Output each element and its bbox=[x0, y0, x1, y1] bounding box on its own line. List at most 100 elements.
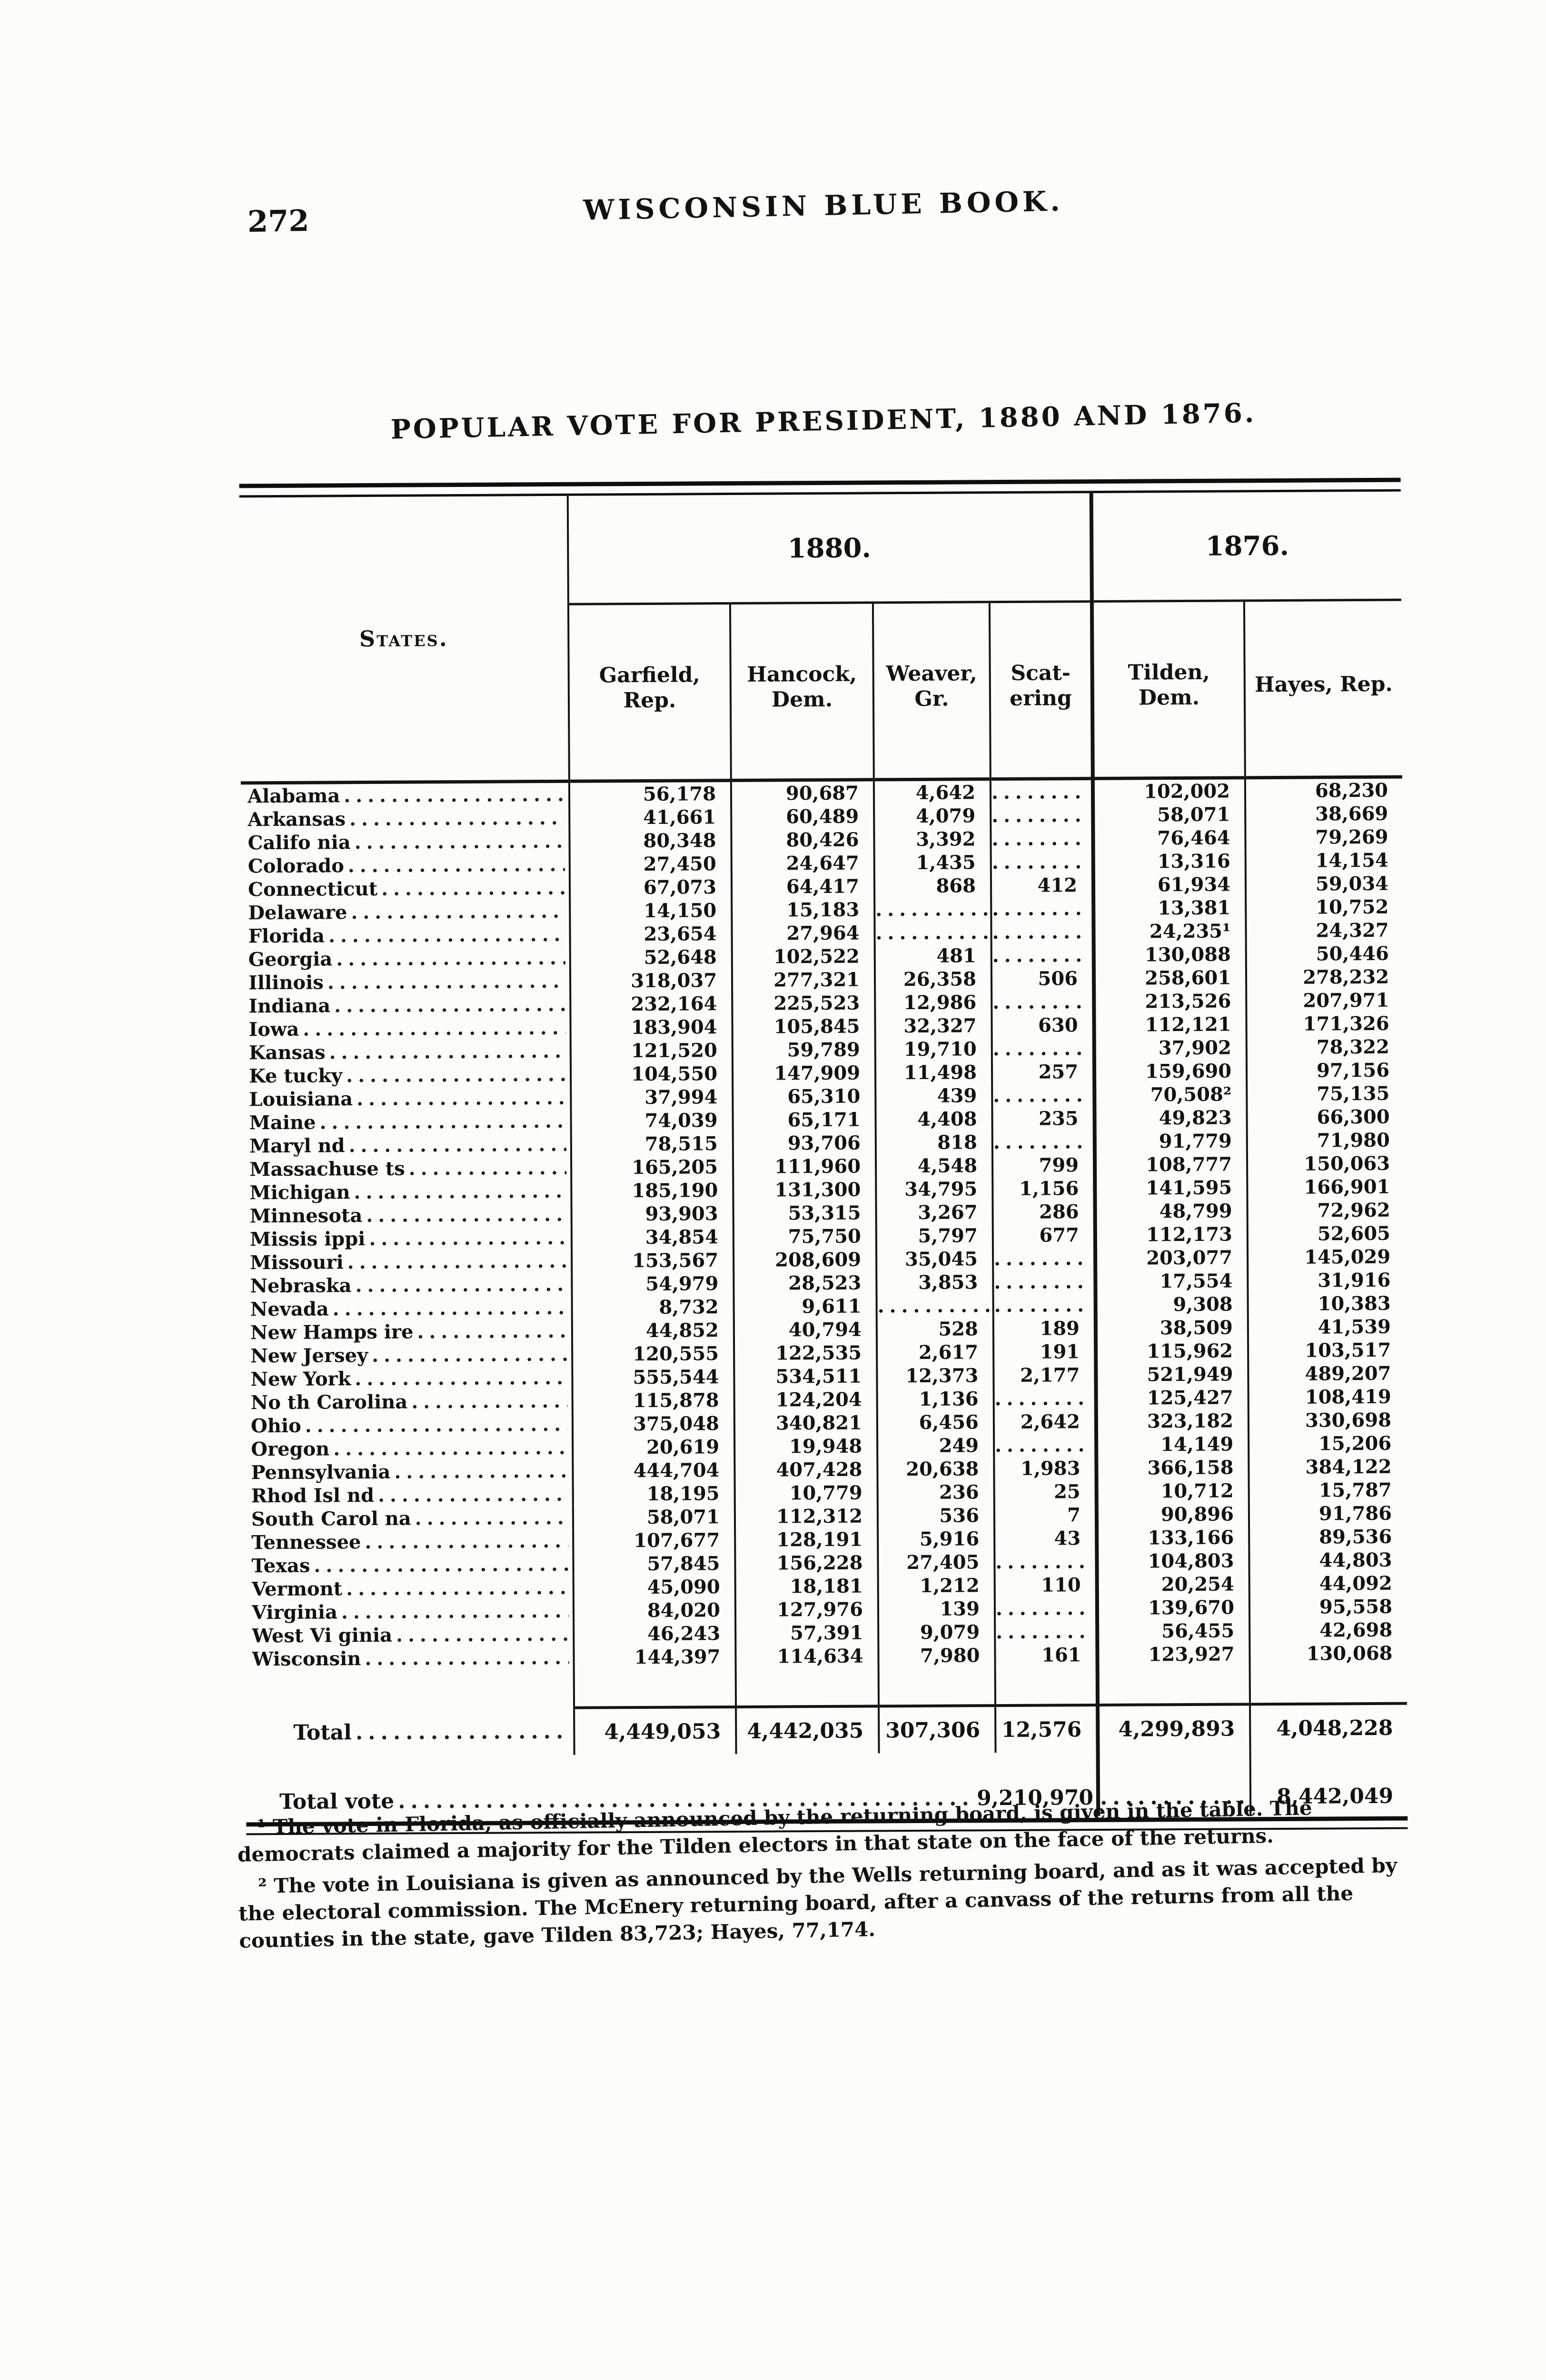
state-label: Maine bbox=[249, 1111, 316, 1134]
tilden-cell: 38,509 bbox=[1095, 1316, 1249, 1340]
tilden-cell: 61,934 bbox=[1093, 873, 1246, 897]
hayes-cell: 489,207 bbox=[1248, 1361, 1406, 1386]
garfield-cell: 54,979 bbox=[572, 1271, 734, 1296]
total-garfield: 4,449,053 bbox=[574, 1706, 736, 1755]
state-label: Florida bbox=[248, 924, 325, 948]
tilden-cell: 49,823 bbox=[1094, 1106, 1247, 1130]
garfield-cell: 84,020 bbox=[573, 1598, 736, 1623]
scattering-cell: ........ bbox=[991, 990, 1094, 1014]
hancock-cell: 112,312 bbox=[734, 1504, 878, 1528]
state-label: Maryl nd bbox=[249, 1134, 345, 1158]
garfield-cell: 8,732 bbox=[572, 1295, 734, 1319]
hayes-cell: 145,029 bbox=[1248, 1245, 1405, 1269]
column-header-scattering: Scat-ering bbox=[989, 601, 1093, 779]
hancock-cell: 534,511 bbox=[734, 1364, 877, 1388]
tilden-cell: 366,158 bbox=[1096, 1456, 1249, 1480]
garfield-cell: 56,178 bbox=[569, 780, 732, 806]
weaver-cell: .......... bbox=[874, 897, 991, 922]
garfield-cell: 57,845 bbox=[573, 1551, 735, 1576]
dot-leader: ........................................… bbox=[334, 992, 566, 1017]
state-cell: Wisconsin ..............................… bbox=[245, 1646, 574, 1671]
weaver-cell: 11,498 bbox=[875, 1061, 992, 1085]
state-cell: New Hamps ire ..........................… bbox=[244, 1319, 572, 1345]
dot-leader: ........................................… bbox=[366, 1202, 567, 1227]
weaver-cell: .......... bbox=[874, 921, 991, 945]
tilden-cell: 141,595 bbox=[1095, 1176, 1248, 1200]
tilden-cell: 10,712 bbox=[1096, 1479, 1249, 1504]
hancock-cell: 65,171 bbox=[733, 1108, 876, 1132]
state-cell: Maine ..................................… bbox=[242, 1110, 571, 1135]
state-cell: Massachuse ts ..........................… bbox=[243, 1156, 571, 1181]
tilden-cell: 104,803 bbox=[1097, 1549, 1249, 1574]
tilden-cell: 102,002 bbox=[1092, 777, 1246, 804]
dot-leader: ........................................… bbox=[377, 1482, 568, 1507]
tilden-cell: 13,381 bbox=[1093, 896, 1246, 921]
state-cell: Colorado ...............................… bbox=[241, 853, 570, 878]
garfield-cell: 318,037 bbox=[570, 969, 733, 993]
scattering-cell: ........ bbox=[994, 1433, 1097, 1458]
dot-leader: ........................................… bbox=[394, 1459, 568, 1483]
state-label: Califo nia bbox=[248, 831, 351, 854]
weaver-cell: .......... bbox=[876, 1294, 993, 1318]
hancock-cell: 102,522 bbox=[732, 944, 875, 969]
dot-leader: ........................................… bbox=[328, 922, 565, 947]
hancock-cell: 15,183 bbox=[732, 898, 875, 922]
hancock-cell: 340,821 bbox=[734, 1411, 878, 1435]
hayes-cell: 41,539 bbox=[1248, 1315, 1406, 1339]
dot-leader: ........................................… bbox=[351, 899, 565, 924]
hayes-cell: 68,230 bbox=[1245, 777, 1403, 803]
hancock-cell: 208,609 bbox=[733, 1248, 877, 1272]
weaver-cell: 439 bbox=[875, 1084, 992, 1108]
scattering-cell: 191 bbox=[993, 1340, 1096, 1364]
tilden-cell: 70,508² bbox=[1094, 1082, 1247, 1107]
state-label: Pennsylvania bbox=[251, 1460, 391, 1484]
dot-leader: ........................................… bbox=[396, 1622, 569, 1646]
state-label: Texas bbox=[251, 1554, 310, 1577]
scattering-cell: ........ bbox=[991, 920, 1094, 944]
state-label: New Hamps ire bbox=[250, 1320, 414, 1344]
hancock-cell: 225,523 bbox=[732, 991, 875, 1015]
hayes-cell: 166,901 bbox=[1247, 1175, 1405, 1200]
scattering-cell: ........ bbox=[992, 1083, 1095, 1108]
garfield-cell: 444,704 bbox=[573, 1458, 735, 1483]
scattering-cell: ........ bbox=[992, 1130, 1095, 1154]
garfield-cell: 121,520 bbox=[570, 1038, 733, 1063]
tilden-cell: 112,173 bbox=[1095, 1222, 1248, 1247]
tilden-cell: 521,949 bbox=[1096, 1362, 1249, 1387]
dot-leader: ........................................… bbox=[365, 1529, 569, 1554]
scattering-cell: 161 bbox=[995, 1643, 1098, 1667]
column-header-weaver: Weaver, Gr. bbox=[872, 602, 991, 780]
garfield-cell: 20,619 bbox=[573, 1435, 735, 1459]
total-weaver: 307,306 bbox=[879, 1706, 996, 1754]
weaver-cell: 6,456 bbox=[877, 1410, 994, 1435]
total-label: Total bbox=[293, 1720, 352, 1745]
weaver-cell: 4,642 bbox=[873, 779, 991, 805]
state-cell: Ohio ...................................… bbox=[244, 1413, 573, 1438]
hancock-cell: 28,523 bbox=[733, 1271, 877, 1295]
total-hayes: 4,048,228 bbox=[1250, 1703, 1407, 1752]
garfield-cell: 45,090 bbox=[573, 1575, 735, 1599]
hancock-cell: 60,489 bbox=[731, 804, 874, 829]
hayes-cell: 91,786 bbox=[1249, 1501, 1407, 1526]
hancock-cell: 27,964 bbox=[732, 921, 875, 946]
year-group-1880: 1880. bbox=[567, 493, 1092, 605]
hancock-cell: 114,634 bbox=[735, 1644, 879, 1668]
garfield-cell: 120,555 bbox=[572, 1341, 734, 1366]
tilden-cell: 159,690 bbox=[1094, 1059, 1247, 1084]
garfield-cell: 144,397 bbox=[574, 1645, 736, 1669]
hayes-cell: 78,322 bbox=[1246, 1035, 1404, 1060]
hayes-cell: 75,135 bbox=[1247, 1081, 1404, 1106]
hayes-cell: 95,558 bbox=[1249, 1595, 1407, 1619]
footnote-2: ² The vote in Louisiana is given as anno… bbox=[238, 1854, 1397, 1953]
tilden-cell: 213,526 bbox=[1094, 989, 1247, 1014]
scattering-cell: 412 bbox=[991, 873, 1094, 898]
column-header-hayes: Hayes, Rep. bbox=[1244, 600, 1402, 778]
state-cell: New Jersey .............................… bbox=[244, 1343, 572, 1368]
dot-leader: ........................................… bbox=[305, 1412, 568, 1437]
dot-leader: ........................................… bbox=[347, 853, 565, 877]
scattering-cell: 2,177 bbox=[993, 1363, 1096, 1388]
hayes-cell: 103,517 bbox=[1248, 1338, 1406, 1363]
state-cell: Virginia ...............................… bbox=[245, 1599, 574, 1625]
state-label: Georgia bbox=[248, 948, 333, 971]
